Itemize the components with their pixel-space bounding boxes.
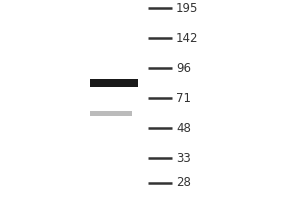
Text: 195: 195	[176, 1, 198, 15]
Text: 96: 96	[176, 62, 191, 74]
Text: 71: 71	[176, 92, 191, 104]
Text: 48: 48	[176, 121, 191, 134]
Text: 33: 33	[176, 152, 191, 164]
Text: 28: 28	[176, 176, 191, 190]
Bar	[90, 79, 138, 87]
Bar	[90, 110, 132, 116]
Text: 142: 142	[176, 31, 199, 45]
